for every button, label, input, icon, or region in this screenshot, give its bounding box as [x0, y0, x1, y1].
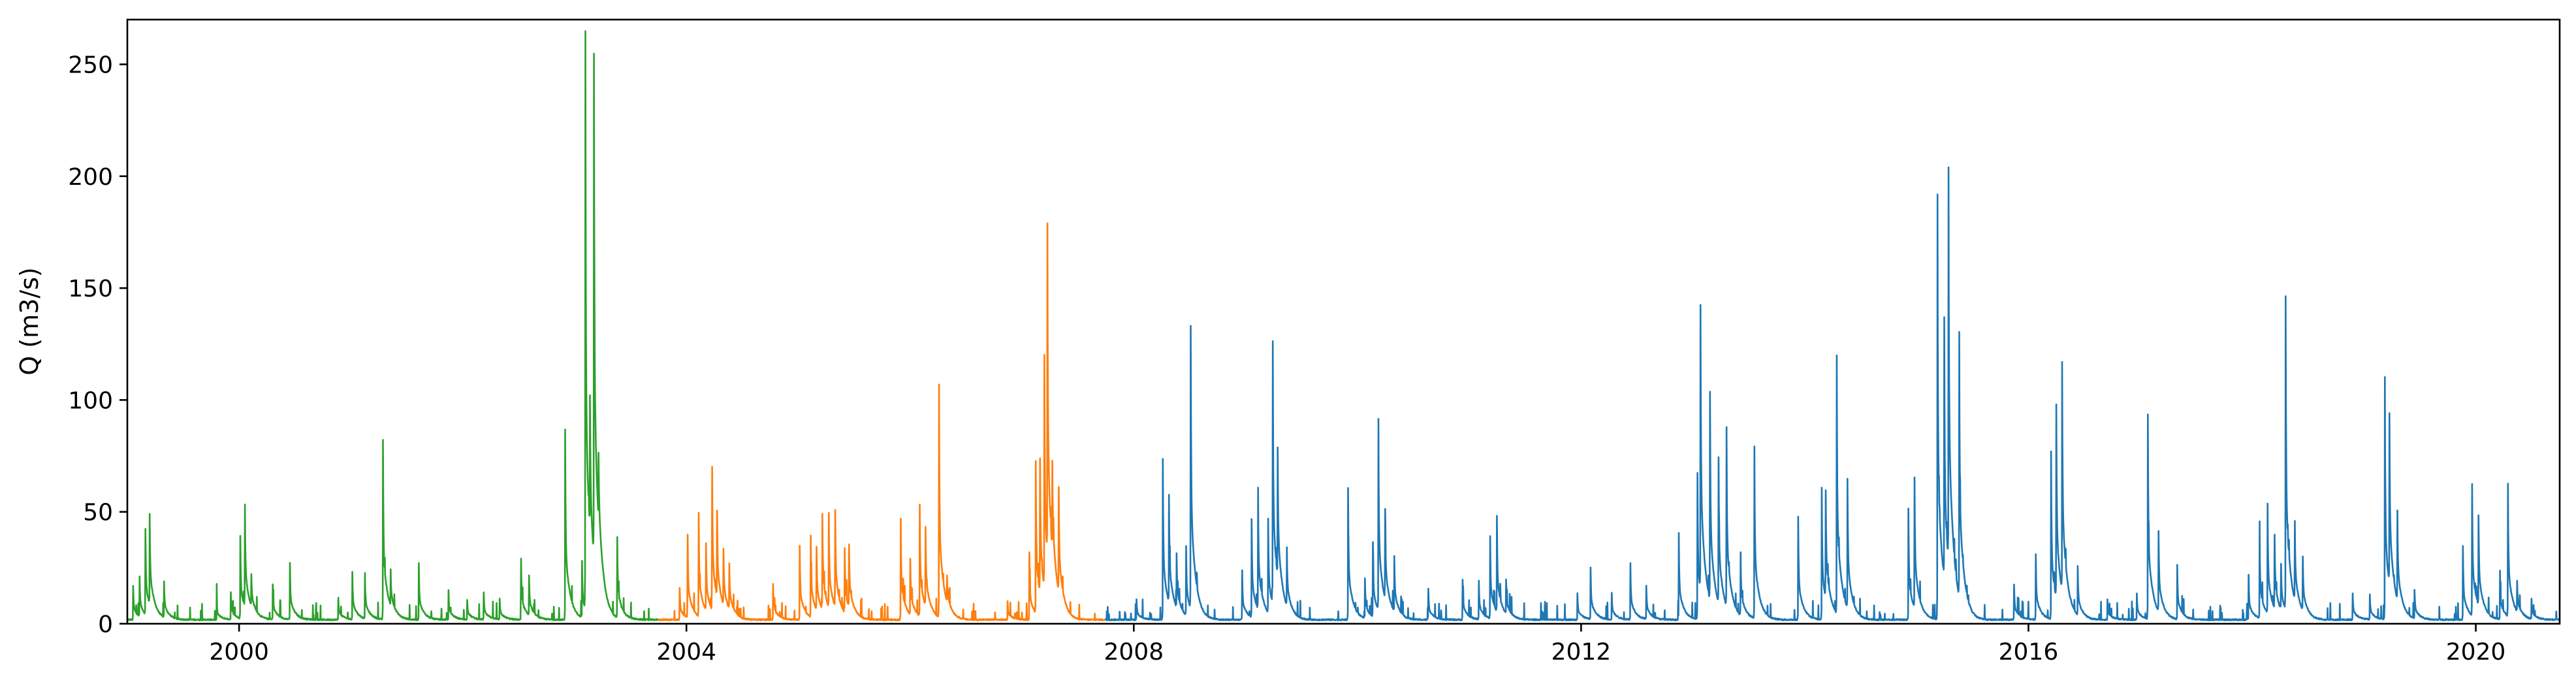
y-tick-label: 250 — [68, 52, 113, 79]
plot-area-frame — [126, 18, 2561, 625]
y-tick-label: 50 — [83, 500, 113, 526]
x-tick-label: 2012 — [1551, 639, 1612, 666]
y-tick-label: 100 — [68, 387, 113, 414]
y-axis: 0 50 100 150 200 250 — [68, 52, 127, 638]
x-tick-label: 2004 — [656, 639, 716, 666]
x-axis: 2000 2004 2008 2020 2012 2016 — [209, 624, 2505, 666]
series-layer — [127, 30, 2561, 622]
x-tick-label: 2016 — [1999, 639, 2059, 666]
y-tick-label: 150 — [68, 276, 113, 302]
x-tick-label: 2020 — [2446, 639, 2506, 666]
y-tick-label: 0 — [98, 611, 113, 638]
y-axis-label: Q (m3/s) — [15, 267, 44, 375]
x-tick-label: 2008 — [1104, 639, 1164, 666]
x-tick-label: 2000 — [209, 639, 269, 666]
series-line-3 — [1104, 166, 2561, 622]
series-line-1 — [127, 30, 659, 622]
series-line-2 — [657, 222, 1106, 622]
y-tick-label: 200 — [68, 164, 113, 191]
